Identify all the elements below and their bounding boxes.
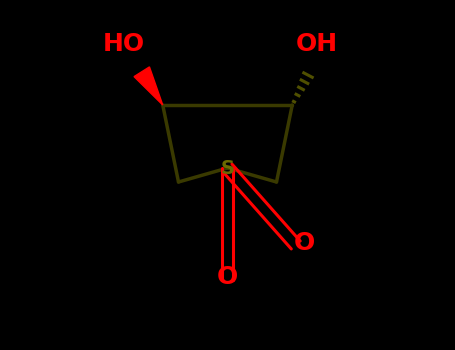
Text: HO: HO — [103, 32, 145, 56]
Polygon shape — [134, 67, 163, 105]
Text: O: O — [217, 265, 238, 288]
Text: S: S — [221, 159, 234, 177]
Text: OH: OH — [296, 32, 338, 56]
Text: O: O — [294, 231, 315, 255]
